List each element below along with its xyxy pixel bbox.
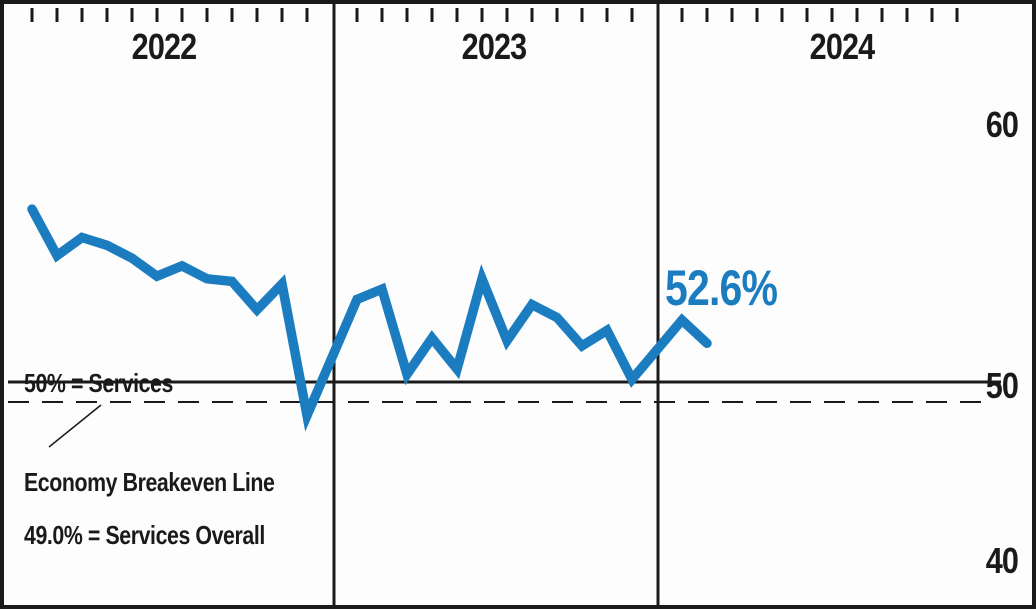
breakeven-services-annotation-line2: Economy Breakeven Line [24, 467, 275, 497]
year-label-2024: 2024 [809, 26, 876, 67]
annotation-pointer-line [48, 404, 102, 448]
breakeven-overall-annotation: 49.0% = Services Overall Economy Breakev… [24, 453, 274, 605]
year-label-2023: 2023 [461, 26, 528, 67]
y-axis-label-50: 50 [985, 365, 1019, 406]
year-label-2022: 2022 [131, 26, 198, 67]
services-index-series-line [27, 204, 712, 432]
breakeven-overall-annotation-line1: 49.0% = Services Overall [24, 520, 265, 550]
plot-canvas [8, 4, 1001, 605]
y-axis-label-60: 60 [985, 104, 1019, 145]
breakeven-services-annotation-line1: 50% = Services [24, 368, 173, 398]
latest-value-callout: 52.6% [665, 260, 778, 316]
breakeven-services-annotation: 50% = Services Economy Breakeven Line [24, 301, 275, 565]
y-axis-label-40: 40 [985, 540, 1019, 581]
